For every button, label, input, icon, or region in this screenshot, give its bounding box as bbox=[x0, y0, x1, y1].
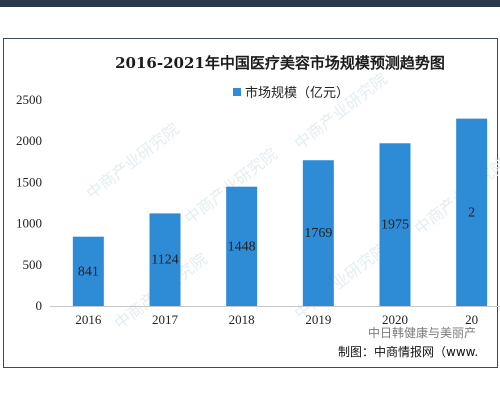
y-tick-label: 2500 bbox=[16, 92, 42, 107]
y-tick-label: 2000 bbox=[16, 133, 42, 148]
x-tick-label: 2019 bbox=[305, 312, 331, 327]
y-tick-label: 1000 bbox=[16, 216, 42, 231]
data-label: 1975 bbox=[381, 218, 409, 233]
bar bbox=[379, 143, 411, 306]
watermark-layer: 中商产业研究院中商产业研究院中商产业研究院中商产业研究院中商产业研究院中商产业研… bbox=[83, 69, 500, 333]
y-tick-label: 1500 bbox=[16, 174, 42, 189]
data-label: 1769 bbox=[304, 226, 332, 241]
axis-layer: 0 500 1000 1500 2000 2500 841 2016 1124 2017 1448 2… bbox=[16, 92, 500, 327]
watermark-brand: 中日韩健康与美丽产 bbox=[368, 326, 477, 340]
source-credit: 制图：中商情报网（www. bbox=[338, 345, 479, 359]
bars-layer bbox=[72, 118, 488, 306]
x-tick-label: 20 bbox=[465, 312, 478, 327]
x-tick-label: 2017 bbox=[152, 312, 179, 327]
bar bbox=[302, 160, 334, 306]
data-label: 841 bbox=[78, 264, 99, 279]
data-label: 1448 bbox=[228, 239, 256, 254]
y-tick-label: 0 bbox=[36, 298, 43, 313]
chart-title: 2016-2021年中国医疗美容市场规模预测趋势图 bbox=[115, 54, 445, 72]
legend: 市场规模（亿元） bbox=[233, 82, 349, 101]
bar bbox=[72, 236, 104, 306]
x-tick-label: 2020 bbox=[382, 312, 408, 327]
legend-label: 市场规模（亿元） bbox=[245, 86, 350, 101]
x-tick-label: 2018 bbox=[229, 312, 255, 327]
bar bbox=[456, 118, 488, 306]
watermark-text: 中商产业研究院 bbox=[83, 119, 183, 203]
legend-swatch bbox=[233, 87, 241, 96]
bar bbox=[149, 213, 181, 306]
y-tick-label: 500 bbox=[23, 257, 43, 272]
top-rule bbox=[0, 0, 500, 7]
chart-frame bbox=[3, 38, 498, 368]
x-tick-label: 2016 bbox=[75, 312, 102, 327]
bar bbox=[226, 186, 258, 306]
data-label: 2 bbox=[468, 205, 475, 220]
data-label: 1124 bbox=[151, 253, 178, 268]
